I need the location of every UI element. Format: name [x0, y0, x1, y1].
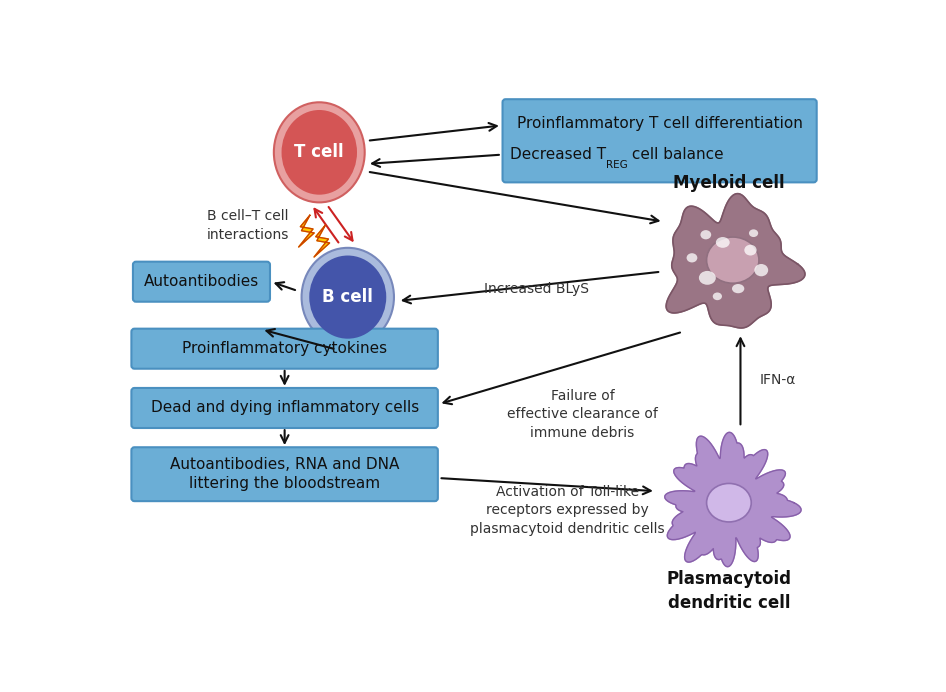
Ellipse shape [687, 253, 697, 262]
Text: REG: REG [605, 160, 627, 170]
Text: Autoantibodies, RNA and DNA
littering the bloodstream: Autoantibodies, RNA and DNA littering th… [170, 457, 399, 491]
Text: IFN-α: IFN-α [760, 373, 797, 388]
Ellipse shape [707, 237, 759, 283]
Ellipse shape [282, 110, 357, 194]
FancyBboxPatch shape [133, 262, 270, 302]
Text: cell balance: cell balance [627, 147, 724, 162]
FancyBboxPatch shape [131, 447, 438, 501]
Text: Increased BLyS: Increased BLyS [484, 282, 589, 296]
Text: Decreased T: Decreased T [510, 147, 605, 162]
Ellipse shape [749, 229, 758, 237]
Ellipse shape [309, 255, 386, 338]
Ellipse shape [699, 271, 716, 285]
Text: Proinflammatory cytokines: Proinflammatory cytokines [182, 341, 387, 356]
Text: Plasmacytoid
dendritic cell: Plasmacytoid dendritic cell [666, 570, 792, 612]
Polygon shape [665, 432, 801, 567]
Ellipse shape [700, 230, 711, 239]
FancyBboxPatch shape [131, 388, 438, 428]
FancyBboxPatch shape [502, 99, 816, 183]
FancyBboxPatch shape [131, 329, 438, 369]
Text: Failure of
effective clearance of
immune debris: Failure of effective clearance of immune… [507, 389, 658, 439]
Text: Activation of Toll-like
receptors expressed by
plasmacytoid dendritic cells: Activation of Toll-like receptors expres… [470, 485, 664, 536]
Text: Proinflammatory T cell differentiation: Proinflammatory T cell differentiation [517, 116, 802, 131]
Polygon shape [314, 226, 329, 257]
Ellipse shape [712, 293, 722, 300]
Text: T cell: T cell [294, 143, 344, 161]
Text: Dead and dying inflammatory cells: Dead and dying inflammatory cells [150, 401, 419, 415]
Ellipse shape [754, 264, 768, 276]
Text: Autoantibodies: Autoantibodies [144, 274, 259, 289]
Polygon shape [666, 194, 805, 328]
Ellipse shape [273, 102, 365, 202]
Ellipse shape [745, 245, 757, 255]
Polygon shape [299, 215, 314, 247]
Text: Myeloid cell: Myeloid cell [674, 174, 785, 192]
Ellipse shape [716, 237, 729, 248]
Text: B cell: B cell [323, 288, 374, 306]
Ellipse shape [302, 248, 394, 347]
Ellipse shape [707, 484, 751, 522]
Text: B cell–T cell
interactions: B cell–T cell interactions [206, 209, 289, 242]
Ellipse shape [732, 284, 745, 293]
